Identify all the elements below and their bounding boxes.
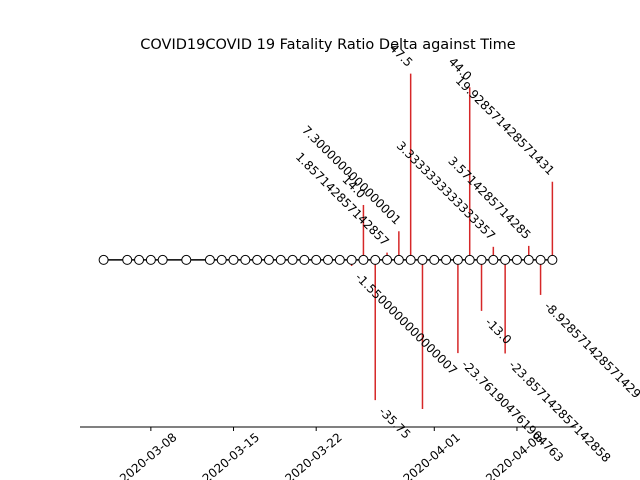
marker (157, 254, 168, 265)
marker (452, 254, 463, 265)
marker (429, 254, 440, 265)
x-tick-label: 2020-03-15 (200, 430, 262, 480)
marker (382, 254, 393, 265)
marker (122, 254, 133, 265)
value-label: -8.928571428571429 (541, 299, 640, 401)
marker (511, 254, 522, 265)
x-tick-label: 2020-04-01 (400, 430, 462, 480)
marker (500, 254, 511, 265)
value-label: -35.75 (376, 404, 413, 441)
marker (134, 254, 145, 265)
marker (441, 254, 452, 265)
marker (523, 254, 534, 265)
marker (275, 254, 286, 265)
value-label: -1.5500000000000007 (352, 270, 459, 377)
marker (252, 254, 263, 265)
x-tick-label: 2020-03-08 (117, 430, 179, 480)
marker (145, 254, 156, 265)
x-tick-label: 2020-03-22 (282, 430, 344, 480)
marker (299, 254, 310, 265)
marker (216, 254, 227, 265)
marker (405, 254, 416, 265)
marker (547, 254, 558, 265)
marker (476, 254, 487, 265)
marker (263, 254, 274, 265)
value-label: -13.0 (482, 315, 514, 347)
value-label: 19.928571428571431 (453, 73, 557, 177)
marker (181, 254, 192, 265)
marker (417, 254, 428, 265)
marker (287, 254, 298, 265)
marker (488, 254, 499, 265)
marker (240, 254, 251, 265)
marker (204, 254, 215, 265)
marker (346, 254, 357, 265)
marker (358, 254, 369, 265)
marker (393, 254, 404, 265)
marker (311, 254, 322, 265)
marker (334, 254, 345, 265)
marker (98, 254, 109, 265)
marker (370, 254, 381, 265)
chart-title: COVID19COVID 19 Fatality Ratio Delta aga… (140, 37, 516, 53)
marker (535, 254, 546, 265)
marker (323, 254, 333, 265)
marker (228, 254, 239, 265)
marker (464, 254, 475, 265)
